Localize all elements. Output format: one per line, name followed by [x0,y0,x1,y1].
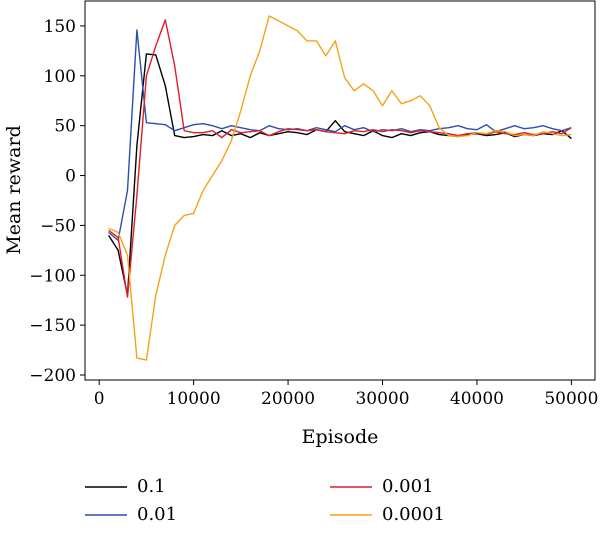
series-lines [108,15,572,361]
y-tick-label: −150 [29,316,76,336]
x-tick-label: 20000 [261,389,315,409]
y-axis-label: Mean reward [3,125,25,254]
legend-label: 0.0001 [382,504,445,525]
x-tick-label: 30000 [355,389,409,409]
plot-frame [84,0,596,381]
x-axis-label: Episode [302,426,379,448]
y-tick-label: 150 [44,17,76,37]
x-tick-label: 0 [94,389,105,409]
y-tick-label: −200 [29,366,76,386]
y-tick-label: 0 [65,167,76,187]
y-tick-label: −50 [40,216,76,236]
y-tick-label: 50 [54,117,76,137]
x-axis-ticks: 0 10000 20000 30000 40000 50000 [94,380,598,409]
legend-label: 0.1 [137,476,166,497]
x-tick-label: 50000 [544,389,598,409]
x-tick-label: 10000 [167,389,221,409]
x-tick-label: 40000 [450,389,504,409]
y-tick-label: 100 [44,67,76,87]
series-line-0-0001 [108,15,572,361]
legend-label: 0.001 [382,476,434,497]
y-axis-ticks: 150 100 50 0 −50 −100 −150 −200 [29,17,85,386]
legend-label: 0.01 [137,504,177,525]
legend: 0.1 0.01 0.001 0.0001 [85,476,445,525]
series-line-0-001 [108,19,572,298]
series-line-0-1 [108,53,572,296]
y-tick-label: −100 [29,266,76,286]
